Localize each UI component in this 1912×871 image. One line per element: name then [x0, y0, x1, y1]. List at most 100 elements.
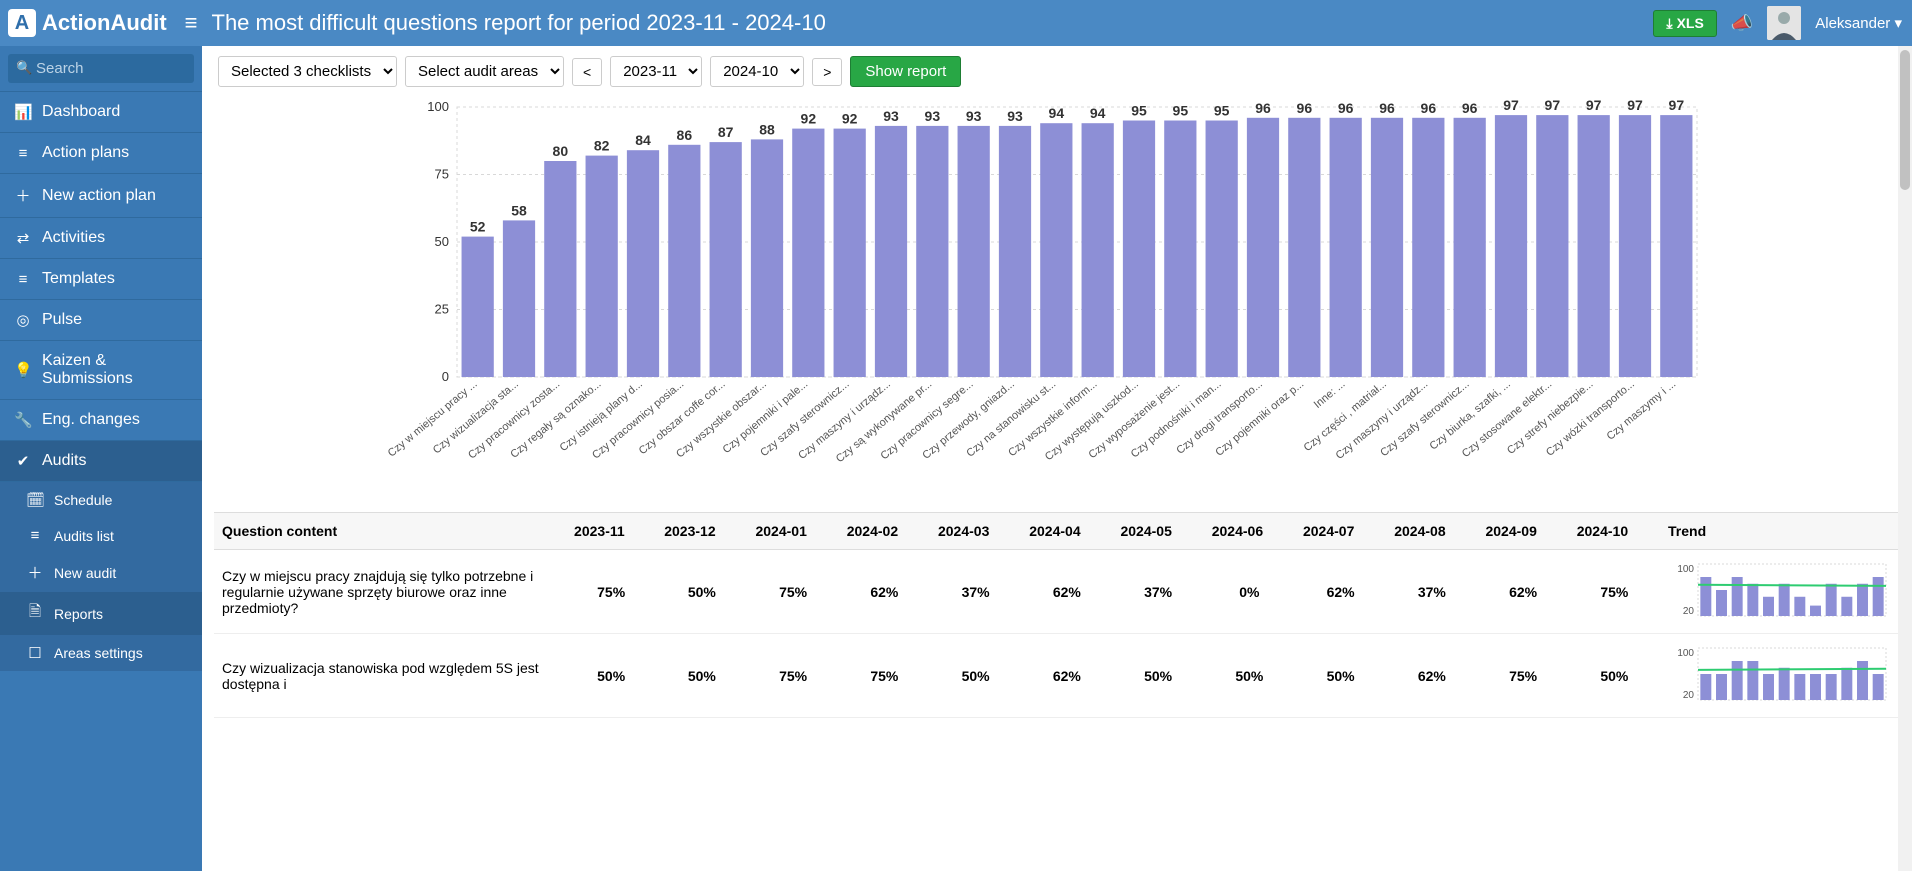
svg-text:Czy maszymy i ...: Czy maszymy i ...	[1605, 378, 1679, 443]
svg-text:95: 95	[1173, 103, 1189, 119]
cell-value: 50%	[930, 634, 1021, 718]
svg-text:94: 94	[1090, 105, 1106, 121]
svg-text:97: 97	[1627, 97, 1643, 113]
period-to-select[interactable]: 2024-10	[710, 56, 804, 87]
sidebar-item-label: Dashboard	[42, 103, 120, 121]
sidebar-item-label: New audit	[54, 565, 116, 581]
svg-text:86: 86	[677, 127, 693, 143]
svg-text:52: 52	[470, 219, 486, 235]
cell-value: 50%	[656, 634, 747, 718]
svg-text:97: 97	[1669, 97, 1685, 113]
chart-container: 025507510052Czy w miejscu pracy ...58Czy…	[202, 93, 1912, 502]
svg-text:100: 100	[1677, 564, 1694, 575]
th-trend: Trend	[1660, 513, 1900, 550]
sidebar-item[interactable]: ≡ Action plans	[0, 133, 202, 174]
avatar[interactable]	[1767, 6, 1801, 40]
app-logo[interactable]: A ActionAudit	[8, 9, 167, 37]
svg-text:93: 93	[883, 108, 899, 124]
svg-text:87: 87	[718, 124, 734, 140]
svg-text:100: 100	[1677, 648, 1694, 659]
sidebar-icon: ☐	[26, 644, 44, 662]
show-report-button[interactable]: Show report	[850, 56, 961, 87]
cell-value: 50%	[1112, 634, 1203, 718]
sidebar-item-label: Action plans	[42, 144, 129, 162]
svg-text:92: 92	[842, 111, 858, 127]
sidebar-item[interactable]: 🔧Eng. changes	[0, 400, 202, 441]
sidebar-item[interactable]: ≡Templates	[0, 259, 202, 300]
sidebar-item[interactable]: 💡Kaizen & Submissions	[0, 341, 202, 400]
sidebar-sub-item[interactable]: ☐Areas settings	[0, 635, 202, 671]
menu-toggle-icon[interactable]: ≡	[185, 10, 198, 36]
app-name: ActionAudit	[42, 10, 167, 36]
cell-value: 75%	[839, 634, 930, 718]
header-right: ⤓ XLS 📣 Aleksander ▾	[1653, 6, 1902, 40]
period-from-select[interactable]: 2023-11	[610, 56, 702, 87]
svg-text:96: 96	[1421, 100, 1437, 116]
svg-text:84: 84	[635, 132, 651, 148]
sidebar-sub-item[interactable]: ≡ Audits list	[0, 518, 202, 553]
search-input[interactable]	[8, 54, 194, 83]
th-month: 2024-08	[1386, 513, 1477, 550]
page-title: The most difficult questions report for …	[212, 10, 826, 36]
cell-value: 75%	[747, 634, 838, 718]
sidebar-icon: ◎	[14, 311, 32, 329]
th-month: 2024-06	[1204, 513, 1295, 550]
sidebar-icon: ✔	[14, 452, 32, 470]
next-period-button[interactable]: >	[812, 58, 842, 86]
table-row: Czy wizualizacja stanowiska pod względem…	[214, 634, 1900, 718]
trend-sparkline: 10020	[1670, 560, 1890, 620]
svg-text:75: 75	[435, 167, 449, 182]
bar-chart: 025507510052Czy w miejscu pracy ...58Czy…	[222, 97, 1892, 497]
sidebar-item[interactable]: 📊Dashboard	[0, 92, 202, 133]
cell-value: 50%	[656, 550, 747, 634]
cell-value: 62%	[1386, 634, 1477, 718]
sidebar-icon: ≡	[26, 527, 44, 544]
export-xls-button[interactable]: ⤓ XLS	[1653, 10, 1716, 37]
svg-text:97: 97	[1586, 97, 1602, 113]
sidebar-sub-item[interactable]: ＋New audit	[0, 553, 202, 592]
cell-value: 75%	[1477, 634, 1568, 718]
sidebar-icon: 💡	[14, 361, 32, 379]
vertical-scrollbar[interactable]	[1898, 46, 1912, 871]
svg-text:82: 82	[594, 138, 610, 154]
checklist-select[interactable]: Selected 3 checklists	[218, 56, 397, 87]
th-month: 2024-02	[839, 513, 930, 550]
sidebar-sub-item[interactable]: 🗎Reports	[0, 592, 202, 635]
username-menu[interactable]: Aleksander ▾	[1815, 14, 1902, 32]
svg-text:95: 95	[1131, 103, 1147, 119]
sidebar-item-label: Schedule	[54, 492, 112, 508]
report-toolbar: Selected 3 checklists Select audit areas…	[202, 46, 1912, 93]
th-question: Question content	[214, 513, 566, 550]
announcements-icon[interactable]: 📣	[1731, 13, 1753, 34]
cell-value: 50%	[1569, 634, 1660, 718]
sidebar-item[interactable]: ⇄ Activities	[0, 218, 202, 259]
svg-text:93: 93	[1007, 108, 1023, 124]
svg-text:20: 20	[1683, 690, 1695, 701]
sidebar-item-label: Audits list	[54, 528, 114, 544]
svg-text:0: 0	[442, 369, 449, 384]
svg-text:97: 97	[1503, 97, 1519, 113]
trend-sparkline: 100 20	[1670, 644, 1890, 704]
sidebar-icon: ⇄	[14, 229, 32, 247]
search-icon: 🔍	[16, 60, 32, 76]
audit-areas-select[interactable]: Select audit areas	[405, 56, 564, 87]
svg-text:94: 94	[1049, 105, 1065, 121]
sidebar-icon: ≡	[14, 145, 32, 162]
cell-value: 62%	[1021, 634, 1112, 718]
sidebar: 🔍 📊Dashboard ≡ Action plans ＋New action pla…	[0, 46, 202, 871]
svg-text:96: 96	[1462, 100, 1478, 116]
cell-value: 62%	[839, 550, 930, 634]
sidebar-item[interactable]: ＋New action plan	[0, 174, 202, 218]
sidebar-item-label: Activities	[42, 229, 105, 247]
sidebar-sub-item[interactable]: 🗓Schedule	[0, 482, 202, 518]
prev-period-button[interactable]: <	[572, 58, 602, 86]
cell-value: 50%	[1204, 634, 1295, 718]
th-month: 2023-12	[656, 513, 747, 550]
svg-text:95: 95	[1214, 103, 1230, 119]
svg-text:Inne: ...: Inne: ...	[1312, 378, 1348, 411]
sidebar-item[interactable]: ✔Audits	[0, 441, 202, 482]
logo-mark-icon: A	[8, 9, 36, 37]
scrollbar-thumb[interactable]	[1900, 50, 1910, 190]
svg-text:96: 96	[1379, 100, 1395, 116]
sidebar-item[interactable]: ◎Pulse	[0, 300, 202, 341]
